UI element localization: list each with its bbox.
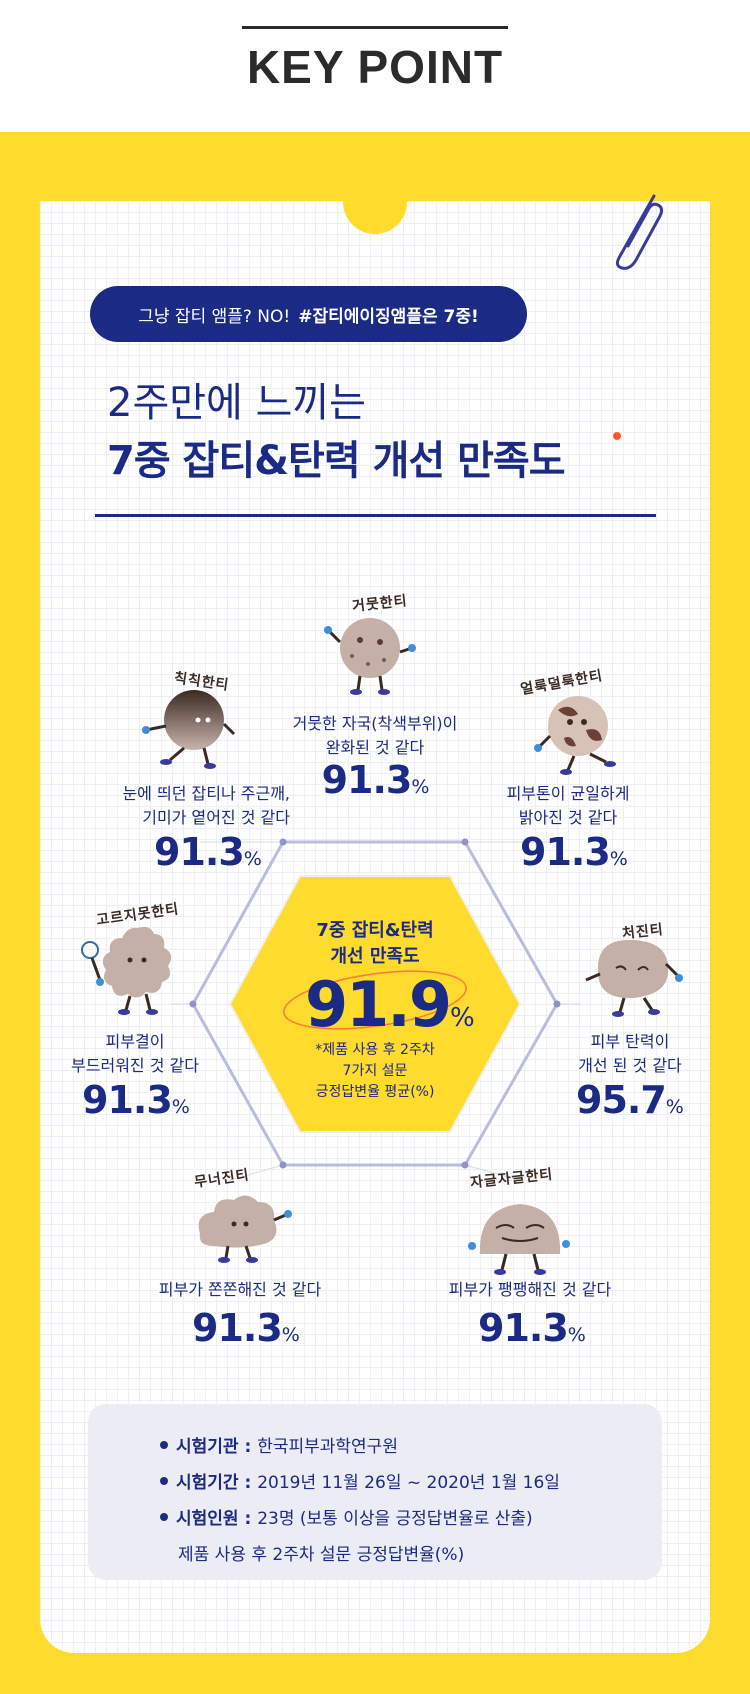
info-row-people: 시험인원 : 23명 (보통 이상을 긍정답변율로 산출) <box>160 1504 533 1529</box>
item-value-number: 95.7 <box>576 1078 667 1122</box>
headline-rule <box>95 514 656 517</box>
page-title: KEY POINT <box>246 41 504 93</box>
character-collapsed-icon <box>198 1195 292 1263</box>
info-row-org: 시험기관 : 한국피부과학연구원 <box>160 1432 398 1457</box>
pill-hashtag: #잡티에이징앰플은 7중! <box>298 306 479 327</box>
item-value-number: 91.3 <box>154 830 245 874</box>
item-value-number: 91.3 <box>520 830 611 874</box>
item-label: 피부결이 부드러워진 것 같다 <box>71 1032 199 1075</box>
test-info-box: 시험기관 : 한국피부과학연구원 시험기간 : 2019년 11월 26일 ~ … <box>88 1404 662 1580</box>
item-value-unit: % <box>281 1324 300 1346</box>
item-value: 91.3% <box>192 1306 300 1350</box>
character-saggy-icon <box>585 939 683 1017</box>
item-label: 피부가 팽팽해진 것 같다 <box>448 1280 612 1299</box>
info-period-value: 2019년 11월 26일 ~ 2020년 1월 16일 <box>257 1473 560 1493</box>
item-value-unit: % <box>567 1324 586 1346</box>
center-value-number: 91.9 <box>305 968 452 1041</box>
item-value-unit: % <box>171 1096 190 1118</box>
character-dull-icon <box>142 690 236 769</box>
info-period-key: 시험기간 <box>176 1473 239 1493</box>
character-dark-icon <box>324 618 416 695</box>
item-value-number: 91.3 <box>478 1306 569 1350</box>
item-value-number: 91.3 <box>82 1078 173 1122</box>
pill-plain-text: 그냥 잡티 앰플? NO! <box>138 306 291 327</box>
item-value: 91.3% <box>82 1078 190 1122</box>
tagline-pill: 그냥 잡티 앰플? NO! #잡티에이징앰플은 7중! <box>90 286 527 342</box>
item-value: 91.3% <box>300 758 450 802</box>
center-value-unit: % <box>449 1003 475 1033</box>
card-notch <box>343 170 407 234</box>
item-value-unit: % <box>609 848 628 870</box>
character-blotchy-icon <box>534 696 616 775</box>
item-label: 눈에 띄던 잡티나 주근깨, 기미가 옅어진 것 같다 <box>122 784 290 827</box>
center-value: 91.9% <box>305 968 475 1041</box>
title-top-rule <box>242 26 508 29</box>
item-value-number: 91.3 <box>192 1306 283 1350</box>
item-value-unit: % <box>243 848 262 870</box>
headline-main: 7중 잡티&탄력 개선 만족도 <box>107 438 565 484</box>
center-note: *제품 사용 후 2주차 7가지 설문 긍정답변율 평균(%) <box>315 1042 435 1100</box>
accent-dot <box>613 432 621 440</box>
item-value: 91.3% <box>520 830 628 874</box>
item-label: 피부가 쫀쫀해진 것 같다 <box>158 1280 322 1299</box>
value-highlight-ring <box>283 970 467 1030</box>
info-people-key: 시험인원 <box>176 1509 239 1529</box>
info-org-value: 한국피부과학연구원 <box>257 1437 398 1457</box>
info-org-key: 시험기관 <box>176 1437 239 1457</box>
bullet-icon <box>160 1441 168 1449</box>
bullet-icon <box>160 1477 168 1485</box>
item-value-unit: % <box>411 776 429 798</box>
paperclip-icon <box>615 194 664 270</box>
info-people-value: 23명 (보통 이상을 긍정답변율로 산출) <box>257 1509 533 1529</box>
item-value: 95.7% <box>576 1078 684 1122</box>
character-rough-icon <box>81 926 172 1015</box>
item-value: 91.3% <box>154 830 262 874</box>
headline-sub: 2주만에 느끼는 <box>107 380 366 426</box>
character-wrinkled-icon <box>468 1204 570 1275</box>
item-label: 피부톤이 균일하게 밝아진 것 같다 <box>506 784 630 827</box>
item-value-number: 91.3 <box>321 758 413 802</box>
bullet-icon <box>160 1513 168 1521</box>
center-title: 7중 잡티&탄력 개선 만족도 <box>316 920 434 967</box>
item-value-unit: % <box>665 1096 684 1118</box>
inner-hexagon <box>228 875 522 1133</box>
item-value: 91.3% <box>478 1306 586 1350</box>
item-label: 거뭇한 자국(착색부위)이 완화된 것 같다 <box>292 714 458 757</box>
item-label: 피부 탄력이 개선 된 것 같다 <box>578 1032 682 1075</box>
info-footnote: 제품 사용 후 2주차 설문 긍정답변율(%) <box>178 1545 465 1565</box>
info-row-period: 시험기간 : 2019년 11월 26일 ~ 2020년 1월 16일 <box>160 1468 560 1493</box>
